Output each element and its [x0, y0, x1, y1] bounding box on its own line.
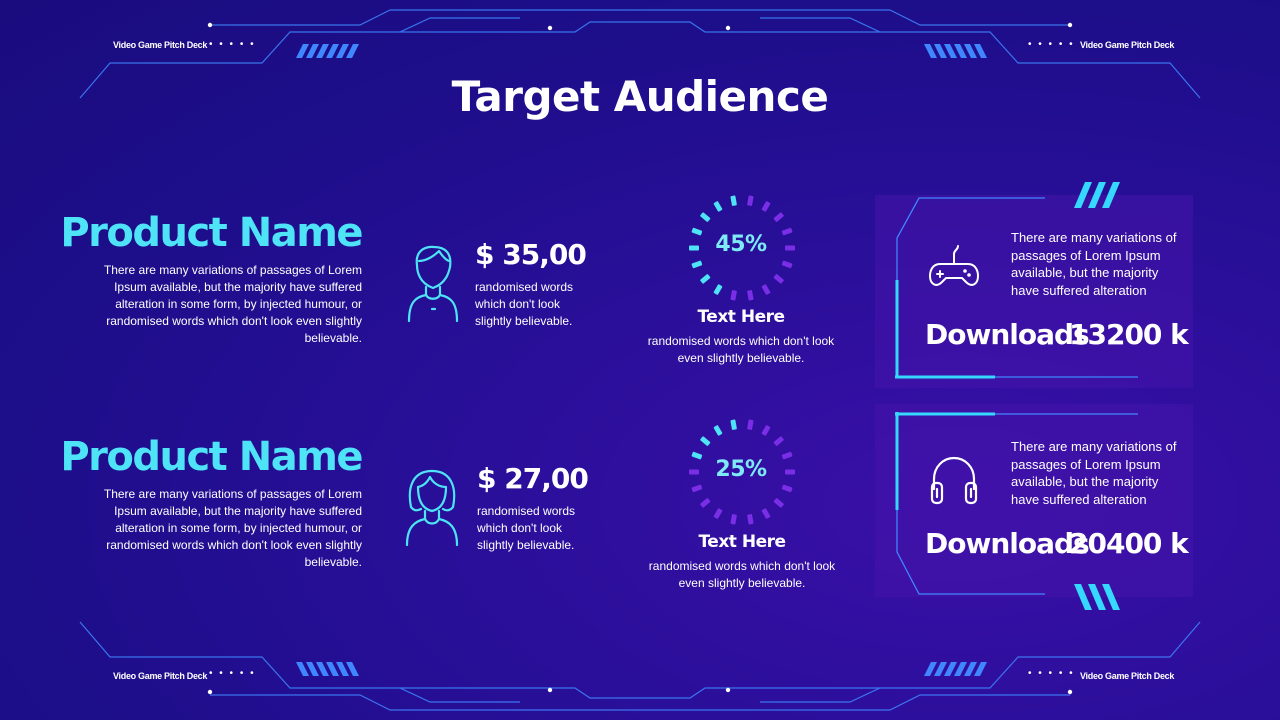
- progress-ring-1: [689, 195, 795, 301]
- product-name-1: Product Name: [60, 210, 363, 256]
- progress-ring-segment: [691, 260, 703, 269]
- progress-ring-segment: [773, 212, 784, 222]
- progress-ring-segment: [730, 290, 737, 301]
- progress-ring-segment: [700, 212, 711, 222]
- progress-ring-segment: [730, 514, 737, 525]
- percent-label-1: 45%: [715, 232, 767, 257]
- card-frame-1: [895, 182, 1138, 379]
- progress-ring-segment: [730, 419, 737, 430]
- woman-avatar-icon: [405, 469, 459, 547]
- price-1: $ 35,00: [475, 238, 587, 271]
- progress-ring-segment: [761, 284, 771, 295]
- brand-label-top-left: Video Game Pitch Deck: [113, 40, 208, 50]
- progress-ring-segment: [700, 498, 711, 508]
- progress-ring-2: [689, 419, 795, 525]
- progress-ring-segment: [785, 469, 795, 475]
- progress-ring-segment: [761, 201, 771, 212]
- progress-ring-segment: [691, 451, 703, 460]
- downloads-label-1: Downloads: [925, 318, 1090, 351]
- text-sub-1: randomised words which don't look even s…: [647, 334, 835, 365]
- price-sub-2: randomised words which don't look slight…: [477, 504, 576, 552]
- download-card-1: [875, 195, 1193, 388]
- progress-ring-segment: [761, 508, 771, 519]
- downloads-value-1: 13200 k: [1069, 318, 1189, 351]
- progress-ring-segment: [773, 274, 784, 284]
- progress-ring-segment: [691, 227, 703, 236]
- progress-ring-segment: [747, 514, 754, 525]
- brand-label-bottom-left: Video Game Pitch Deck: [113, 671, 208, 681]
- downloads-value-2: 20400 k: [1069, 527, 1189, 560]
- progress-ring-segment: [730, 195, 737, 206]
- brand-label-bottom-right: Video Game Pitch Deck: [1080, 671, 1175, 681]
- progress-ring-segment: [785, 245, 795, 251]
- downloads-label-2: Downloads: [925, 527, 1090, 560]
- page-title: Target Audience: [451, 72, 829, 121]
- headphones-icon: [930, 456, 978, 505]
- text-heading-1: Text Here: [697, 307, 785, 327]
- progress-ring-segment: [691, 484, 703, 493]
- price-sub-1: randomised words which don't look slight…: [475, 280, 574, 328]
- progress-ring-segment: [747, 290, 754, 301]
- progress-ring-segment: [689, 469, 699, 475]
- card-frame-2: [895, 412, 1138, 610]
- progress-ring-segment: [781, 451, 793, 460]
- product-description-2: There are many variations of passages of…: [103, 487, 362, 569]
- progress-ring-segment: [781, 484, 793, 493]
- download-card-2: [875, 404, 1193, 597]
- brand-dots-top-left: • • • • •: [209, 39, 256, 50]
- brand-label-top-right: Video Game Pitch Deck: [1080, 40, 1175, 50]
- brand-dots-bottom-right: • • • • •: [1028, 668, 1075, 679]
- percent-label-2: 25%: [715, 457, 767, 482]
- progress-ring-segment: [773, 436, 784, 446]
- man-avatar-icon: [407, 245, 459, 323]
- progress-ring-segment: [713, 425, 723, 436]
- progress-ring-segment: [700, 436, 711, 446]
- progress-ring-segment: [747, 419, 754, 430]
- gamepad-icon: [929, 245, 979, 286]
- progress-ring-segment: [761, 425, 771, 436]
- progress-ring-segment: [713, 201, 723, 212]
- progress-ring-segment: [700, 274, 711, 284]
- price-2: $ 27,00: [477, 462, 589, 495]
- progress-ring-segment: [689, 245, 699, 251]
- brand-dots-top-right: • • • • •: [1028, 39, 1075, 50]
- progress-ring-segment: [713, 508, 723, 519]
- text-sub-2: randomised words which don't look even s…: [648, 559, 836, 590]
- progress-ring-segment: [773, 498, 784, 508]
- product-description-1: There are many variations of passages of…: [103, 263, 362, 345]
- progress-ring-segment: [747, 195, 754, 206]
- progress-ring-segment: [781, 260, 793, 269]
- text-heading-2: Text Here: [698, 532, 786, 552]
- product-name-2: Product Name: [60, 434, 363, 480]
- progress-ring-segment: [781, 227, 793, 236]
- brand-dots-bottom-left: • • • • •: [209, 668, 256, 679]
- card-text-2: There are many variations of passages of…: [1011, 439, 1177, 507]
- progress-ring-segment: [713, 284, 723, 295]
- card-text-1: There are many variations of passages of…: [1011, 230, 1177, 298]
